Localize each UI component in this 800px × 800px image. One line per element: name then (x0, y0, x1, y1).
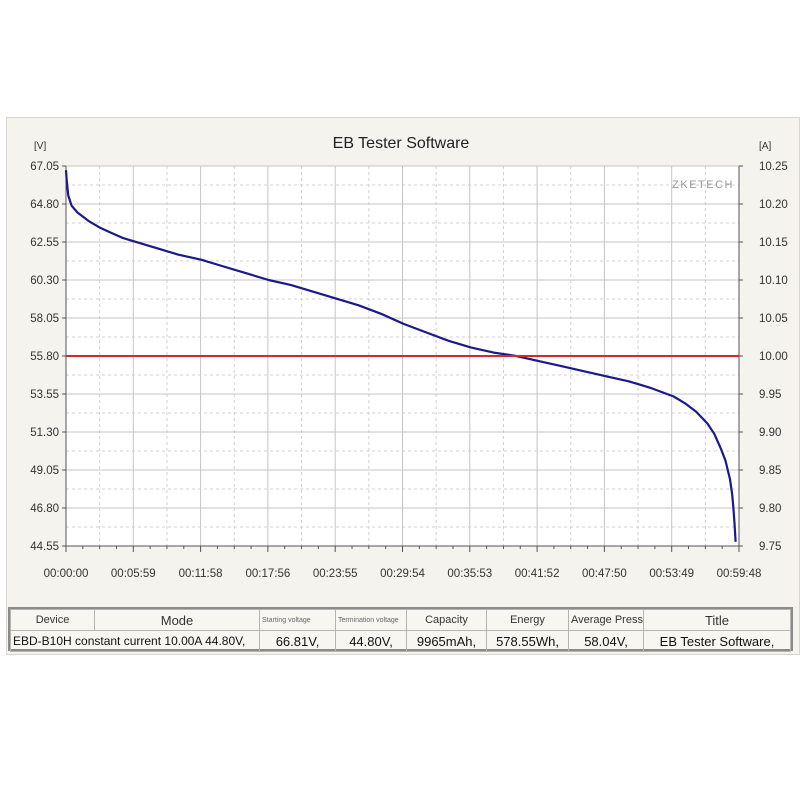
chart-title: EB Tester Software (333, 135, 470, 152)
header-capacity: Capacity (406, 609, 487, 631)
y2-tick-label: 9.95 (759, 389, 781, 401)
y2-tick-label: 10.05 (759, 313, 788, 325)
value-device-mode: EBD-B10H constant current 10.00A 44.80V, (10, 630, 260, 652)
y2-tick-label: 9.85 (759, 465, 781, 477)
x-tick-label: 00:17:56 (246, 568, 291, 580)
y2-tick-label: 9.75 (759, 541, 781, 553)
value-termination-voltage: 44.80V, (335, 630, 407, 652)
y-tick-label: 67.05 (30, 161, 59, 173)
voltage-series-line (64, 170, 737, 542)
y2-tick-label: 9.90 (759, 427, 781, 439)
value-average-pressure: 58.04V, (568, 630, 644, 652)
y-tick-label: 53.55 (30, 389, 59, 401)
y-tick-label: 55.80 (30, 351, 59, 363)
summary-value-row: EBD-B10H constant current 10.00A 44.80V,… (10, 630, 791, 652)
y-tick-label: 60.30 (30, 275, 59, 287)
x-tick-label: 00:35:53 (447, 568, 492, 580)
y-tick-label: 64.80 (30, 199, 59, 211)
x-tick-label: 00:00:00 (44, 568, 89, 580)
y2-tick-label: 10.15 (759, 237, 788, 249)
summary-table: Device Mode Starting voltage Termination… (8, 607, 793, 652)
y-tick-label: 46.80 (30, 503, 59, 515)
y2-tick-label: 10.20 (759, 199, 788, 211)
y2-axis-unit-label: [A] (759, 141, 771, 152)
header-average-pressure: Average Pressu (568, 609, 644, 631)
y-axis-unit-label: [V] (34, 141, 46, 152)
y2-tick-label: 10.10 (759, 275, 788, 287)
y-tick-label: 58.05 (30, 313, 59, 325)
x-tick-label: 00:53:49 (649, 568, 694, 580)
y-tick-label: 49.05 (30, 465, 59, 477)
x-tick-label: 00:11:58 (179, 568, 223, 580)
value-energy: 578.55Wh, (486, 630, 569, 652)
y2-tick-label: 10.00 (759, 351, 788, 363)
brand-watermark: ZKETECH (672, 179, 734, 191)
x-tick-label: 00:05:59 (111, 568, 156, 580)
y2-tick-label: 9.80 (759, 503, 781, 515)
value-starting-voltage: 66.81V, (259, 630, 336, 652)
summary-header-row: Device Mode Starting voltage Termination… (10, 609, 791, 631)
tick-labels: 00:00:00 00:05:59 00:11:58 00:17:56 00:23:55… (30, 161, 788, 580)
x-tick-label: 00:23:55 (313, 568, 358, 580)
y-tick-label: 62.55 (30, 237, 59, 249)
y2-tick-label: 10.25 (759, 161, 788, 173)
value-title: EB Tester Software, (643, 630, 791, 652)
series-lines (64, 170, 739, 542)
value-capacity: 9965mAh, (406, 630, 487, 652)
x-tick-label: 00:29:54 (380, 568, 425, 580)
y-tick-label: 51.30 (30, 427, 59, 439)
header-energy: Energy (486, 609, 569, 631)
y-tick-label: 44.55 (30, 541, 59, 553)
header-device: Device (10, 609, 95, 631)
x-tick-label: 00:41:52 (515, 568, 560, 580)
header-mode: Mode (94, 609, 260, 631)
header-title: Title (643, 609, 791, 631)
header-termination-voltage: Termination voltage (335, 609, 407, 631)
x-tick-label: 00:47:50 (582, 568, 627, 580)
header-starting-voltage: Starting voltage (259, 609, 336, 631)
x-tick-label: 00:59:48 (717, 568, 762, 580)
